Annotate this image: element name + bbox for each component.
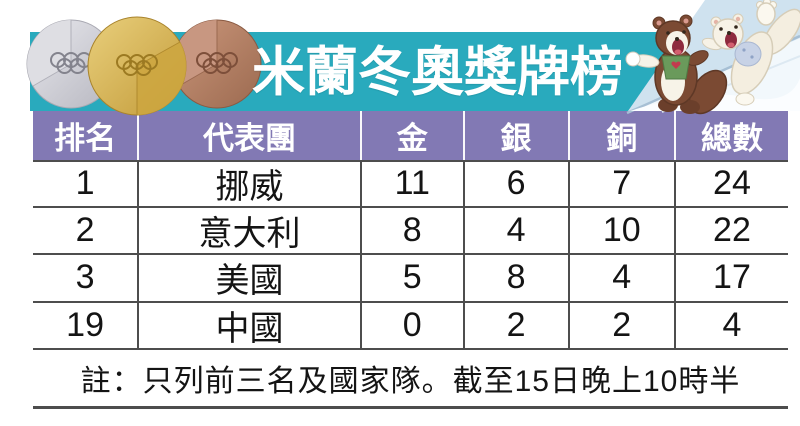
table-header-row: 排名 代表團 金 銀 銅 總數 bbox=[33, 111, 788, 160]
table-row-china: 19 中國 0 2 2 4 bbox=[33, 302, 788, 350]
column-header-bronze: 銅 bbox=[567, 111, 674, 160]
rank-cell: 3 bbox=[75, 258, 95, 297]
rank-cell: 19 bbox=[66, 305, 104, 344]
white-ermine-mascot bbox=[701, 0, 800, 106]
column-header-total: 總數 bbox=[673, 111, 788, 160]
silver-cell: 2 bbox=[462, 302, 568, 348]
gold-cell: 0 bbox=[359, 302, 463, 348]
total-cell: 22 bbox=[673, 207, 788, 253]
page-title: 米蘭冬奧獎牌榜 bbox=[252, 43, 623, 102]
column-header-gold: 金 bbox=[359, 111, 463, 160]
column-header-team: 代表團 bbox=[137, 111, 360, 160]
medal-table: 排名 代表團 金 銀 銅 總數 1 挪威 11 6 7 24 2 意大利 8 4… bbox=[33, 111, 788, 409]
gold-cell: 5 bbox=[359, 255, 463, 301]
silver-cell: 6 bbox=[462, 162, 568, 206]
gold-cell: 8 bbox=[359, 207, 463, 253]
team-cell: 意大利 bbox=[137, 207, 360, 253]
total-cell: 17 bbox=[673, 255, 788, 301]
banner-graphic bbox=[26, 0, 800, 116]
table-row-usa: 3 美國 5 8 4 17 bbox=[33, 255, 788, 303]
silver-cell: 4 bbox=[462, 207, 568, 253]
table-row-italy: 2 意大利 8 4 10 22 bbox=[33, 207, 788, 255]
ermine-mascots-illustration bbox=[625, 0, 800, 115]
brown-ermine-mascot bbox=[625, 14, 728, 115]
column-header-rank: 排名 bbox=[54, 121, 117, 156]
gold-medal-icon bbox=[87, 16, 187, 116]
total-cell: 4 bbox=[673, 302, 788, 348]
bronze-medal-icon bbox=[172, 19, 262, 109]
total-cell: 24 bbox=[673, 162, 788, 206]
silver-cell: 8 bbox=[462, 255, 568, 301]
team-cell: 挪威 bbox=[137, 162, 360, 206]
bronze-cell: 2 bbox=[567, 302, 674, 348]
rank-cell: 2 bbox=[75, 210, 95, 249]
bronze-cell: 4 bbox=[567, 255, 674, 301]
rank-cell: 1 bbox=[75, 164, 95, 203]
gold-cell: 11 bbox=[359, 162, 463, 206]
table-row-norway: 1 挪威 11 6 7 24 bbox=[33, 160, 788, 208]
bronze-cell: 10 bbox=[567, 207, 674, 253]
footnote: 註：只列前三名及國家隊。截至15日晚上10時半 bbox=[33, 350, 788, 409]
column-header-silver: 銀 bbox=[462, 111, 568, 160]
team-cell: 中國 bbox=[137, 302, 360, 348]
team-cell: 美國 bbox=[137, 255, 360, 301]
bronze-cell: 7 bbox=[567, 162, 674, 206]
